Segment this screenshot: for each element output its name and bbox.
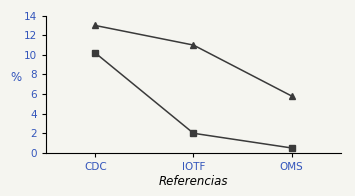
Y-axis label: %: % <box>10 71 21 84</box>
X-axis label: Referencias: Referencias <box>159 175 228 188</box>
